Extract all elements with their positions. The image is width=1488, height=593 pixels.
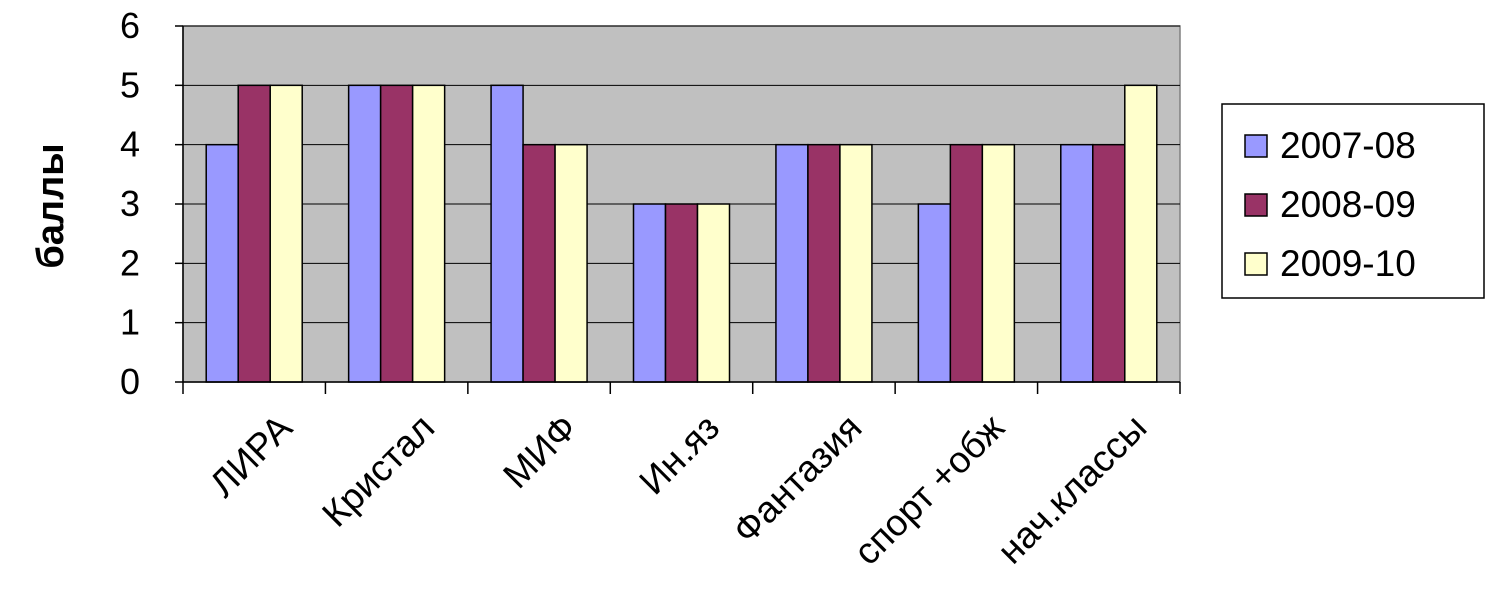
x-tick-label: спорт +обж xyxy=(846,406,1012,572)
legend: 2007-08 2008-09 2009-10 xyxy=(1221,103,1485,299)
bar-1-3 xyxy=(490,84,524,383)
y-tick-labels: 0 1 2 3 4 5 6 xyxy=(120,5,140,402)
bar-1-1 xyxy=(205,143,239,383)
x-tick-label: Кристал xyxy=(314,407,442,535)
y-tick-label: 4 xyxy=(120,124,140,165)
x-tick-label: ЛИРА xyxy=(202,406,300,504)
y-tick-label: 6 xyxy=(120,5,140,46)
bar-2-1 xyxy=(237,84,271,383)
bar-2-7 xyxy=(1092,143,1126,383)
bar-3-1 xyxy=(269,84,303,383)
bars xyxy=(205,84,1158,383)
bar-3-6 xyxy=(981,143,1016,383)
y-tick-label: 0 xyxy=(120,361,140,402)
legend-swatch xyxy=(1244,252,1268,276)
bar-1-6 xyxy=(917,203,952,383)
bar-2-5 xyxy=(807,143,841,383)
bar-2-2 xyxy=(379,84,414,383)
bar-1-4 xyxy=(632,203,667,383)
bar-3-7 xyxy=(1124,84,1158,383)
axes xyxy=(175,25,1181,394)
x-tick-label: Фантазия xyxy=(725,407,870,552)
bar-1-5 xyxy=(775,143,809,383)
bar-3-3 xyxy=(554,143,588,383)
y-tick-label: 1 xyxy=(120,302,140,343)
bar-3-4 xyxy=(696,203,731,383)
bar-2-3 xyxy=(522,143,556,383)
bar-2-6 xyxy=(949,143,984,383)
bar-1-2 xyxy=(347,84,382,383)
legend-swatch xyxy=(1244,193,1268,217)
legend-swatch xyxy=(1244,134,1268,158)
x-tick-label: Ин.яз xyxy=(631,407,727,503)
bar-1-7 xyxy=(1060,143,1094,383)
legend-label: 2009-10 xyxy=(1280,243,1416,284)
legend-label: 2007-08 xyxy=(1280,125,1416,166)
x-tick-label: нач.классы xyxy=(990,407,1155,572)
y-axis-label: баллы xyxy=(30,143,72,268)
y-tick-label: 2 xyxy=(120,242,140,283)
bar-3-2 xyxy=(411,84,446,383)
x-tick-label: МИФ xyxy=(495,407,584,496)
bar-2-4 xyxy=(664,203,699,383)
y-tick-label: 3 xyxy=(120,183,140,224)
legend-label: 2008-09 xyxy=(1280,184,1416,225)
bar-3-5 xyxy=(839,143,873,383)
y-tick-label: 5 xyxy=(120,64,140,105)
